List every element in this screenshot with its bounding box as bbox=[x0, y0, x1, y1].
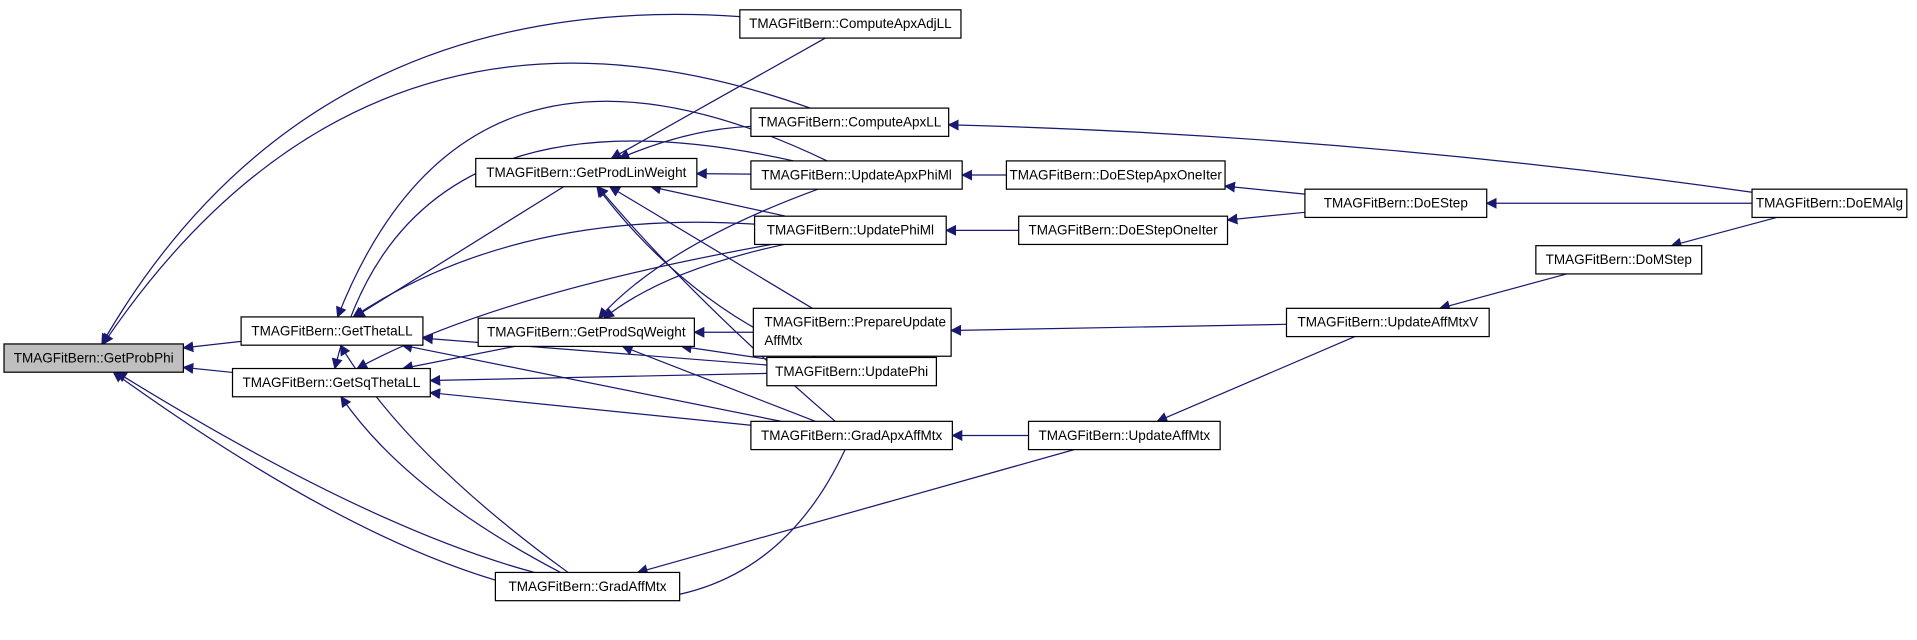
node-box bbox=[739, 9, 962, 39]
node-label: TMAGFitBern::ComputeApxLL bbox=[758, 115, 942, 130]
edge-update-apx-phi-ml-to-get-prod-sq-weight bbox=[598, 188, 819, 319]
node-box bbox=[494, 571, 681, 602]
node-box bbox=[231, 367, 431, 398]
edge-update-aff-mtx-v-to-prepare-update-aff-mtx bbox=[950, 323, 1287, 336]
node-box bbox=[750, 107, 950, 137]
node-box bbox=[1304, 188, 1488, 219]
edge-grad-apx-aff-mtx-to-get-prob-phi bbox=[112, 371, 846, 602]
node-box bbox=[1018, 215, 1229, 246]
edge-get-sq-theta-ll-to-get-prob-phi bbox=[182, 362, 233, 374]
node-do-emalg[interactable]: TMAGFitBern::DoEMAlg bbox=[1751, 188, 1908, 219]
node-label: TMAGFitBern::GetThetaLL bbox=[251, 323, 413, 338]
node-update-apx-phi-ml[interactable]: TMAGFitBern::UpdateApxPhiMl bbox=[750, 160, 963, 190]
node-label: AffMtx bbox=[764, 333, 802, 348]
node-label: TMAGFitBern::DoEMAlg bbox=[1756, 196, 1903, 211]
edge-compute-apx-ll-to-get-prod-lin-weight bbox=[618, 125, 751, 160]
node-label: TMAGFitBern::UpdateApxPhiMl bbox=[761, 167, 952, 182]
node-update-aff-mtx-v[interactable]: TMAGFitBern::UpdateAffMtxV bbox=[1285, 307, 1490, 338]
node-label: TMAGFitBern::DoEStepOneIter bbox=[1029, 223, 1219, 238]
node-label: TMAGFitBern::GetProdLinWeight bbox=[486, 165, 686, 180]
node-do-estep[interactable]: TMAGFitBern::DoEStep bbox=[1304, 188, 1488, 219]
node-box bbox=[1535, 245, 1703, 275]
edges bbox=[101, 13, 1777, 602]
node-get-prob-phi: TMAGFitBern::GetProbPhi bbox=[3, 343, 184, 373]
node-label: TMAGFitBern::PrepareUpdate bbox=[764, 315, 946, 330]
nodes: TMAGFitBern::GetProbPhi TMAGFitBern::GetT… bbox=[3, 9, 1908, 602]
edge-update-apx-phi-ml-to-get-theta-ll bbox=[336, 100, 828, 318]
edge-update-phi-ml-to-get-theta-ll bbox=[352, 221, 755, 318]
node-do-mstep[interactable]: TMAGFitBern::DoMStep bbox=[1535, 245, 1703, 275]
node-box bbox=[1285, 307, 1490, 338]
edge-get-prod-sq-weight-to-get-sq-theta-ll bbox=[401, 345, 515, 373]
node-get-theta-ll[interactable]: TMAGFitBern::GetThetaLL bbox=[240, 316, 424, 346]
node-update-phi-ml[interactable]: TMAGFitBern::UpdatePhiMl bbox=[753, 215, 947, 246]
node-compute-apx-adj-ll[interactable]: TMAGFitBern::ComputeApxAdjLL bbox=[739, 9, 962, 39]
edge-prepare-update-aff-mtx-to-get-prod-lin-weight bbox=[608, 186, 813, 309]
node-label: TMAGFitBern::GradApxAffMtx bbox=[761, 428, 943, 443]
node-get-prod-sq-weight[interactable]: TMAGFitBern::GetProdSqWeight bbox=[477, 317, 696, 348]
node-get-sq-theta-ll[interactable]: TMAGFitBern::GetSqThetaLL bbox=[231, 367, 431, 398]
edge-update-aff-mtx-v-to-update-aff-mtx bbox=[1156, 336, 1356, 423]
edge-grad-apx-aff-mtx-to-get-prod-lin-weight bbox=[597, 185, 836, 422]
node-box bbox=[1005, 160, 1226, 190]
edge-update-phi-to-get-prod-sq-weight bbox=[680, 342, 767, 360]
node-do-estep-one-iter[interactable]: TMAGFitBern::DoEStepOneIter bbox=[1018, 215, 1229, 246]
edge-grad-apx-aff-mtx-to-get-sq-theta-ll bbox=[429, 388, 751, 426]
node-box bbox=[3, 343, 184, 373]
edge-update-aff-mtx-to-grad-aff-mtx bbox=[636, 449, 1075, 576]
edge-do-estep-to-do-estep-one-iter bbox=[1226, 211, 1305, 225]
edge-compute-apx-adj-ll-to-get-prod-lin-weight bbox=[610, 37, 826, 160]
edge-do-emalg-to-compute-apx-ll bbox=[947, 119, 1753, 193]
edge-grad-aff-mtx-to-get-sq-theta-ll bbox=[340, 395, 561, 573]
node-label: TMAGFitBern::UpdatePhi bbox=[775, 364, 928, 379]
node-grad-aff-mtx[interactable]: TMAGFitBern::GradAffMtx bbox=[494, 571, 681, 602]
node-box bbox=[475, 157, 698, 188]
node-get-prod-lin-weight[interactable]: TMAGFitBern::GetProdLinWeight bbox=[475, 157, 698, 188]
edge-do-estep-to-do-estep-apx-one-iter bbox=[1223, 181, 1305, 195]
node-box bbox=[1751, 188, 1908, 219]
node-label: TMAGFitBern::ComputeApxAdjLL bbox=[749, 16, 952, 31]
node-box bbox=[750, 420, 953, 451]
edge-grad-aff-mtx-to-get-prob-phi bbox=[115, 371, 535, 574]
node-box bbox=[766, 356, 938, 387]
node-box bbox=[1027, 420, 1221, 451]
node-label: TMAGFitBern::UpdatePhiMl bbox=[767, 223, 934, 238]
edge-update-phi-ml-to-get-prod-sq-weight bbox=[603, 243, 785, 319]
node-label: TMAGFitBern::GradAffMtx bbox=[508, 579, 666, 594]
node-label: TMAGFitBern::UpdateAffMtxV bbox=[1298, 315, 1479, 330]
node-update-phi[interactable]: TMAGFitBern::UpdatePhi bbox=[766, 356, 938, 387]
node-compute-apx-ll[interactable]: TMAGFitBern::ComputeApxLL bbox=[750, 107, 950, 137]
edge-get-theta-ll-to-get-prob-phi bbox=[182, 340, 242, 353]
node-box bbox=[752, 307, 952, 357]
node-box bbox=[477, 317, 696, 348]
node-label: TMAGFitBern::GetSqThetaLL bbox=[242, 375, 420, 390]
edge-compute-apx-adj-ll-to-get-prob-phi bbox=[101, 13, 740, 345]
node-grad-apx-aff-mtx[interactable]: TMAGFitBern::GradApxAffMtx bbox=[750, 420, 953, 451]
node-box bbox=[753, 215, 947, 246]
node-box bbox=[750, 160, 963, 190]
node-update-aff-mtx[interactable]: TMAGFitBern::UpdateAffMtx bbox=[1027, 420, 1221, 451]
edge-grad-apx-aff-mtx-to-get-prod-sq-weight bbox=[621, 344, 816, 422]
node-label: TMAGFitBern::UpdateAffMtx bbox=[1039, 428, 1211, 443]
node-label: TMAGFitBern::DoEStepApxOneIter bbox=[1010, 167, 1223, 182]
node-box bbox=[240, 316, 424, 346]
edge-update-phi-ml-to-get-sq-theta-ll bbox=[356, 243, 772, 370]
edge-grad-apx-aff-mtx-to-get-theta-ll bbox=[401, 341, 782, 422]
edge-compute-apx-ll-to-get-prob-phi bbox=[102, 62, 811, 345]
edge-update-phi-ml-to-get-prod-lin-weight bbox=[649, 183, 786, 217]
node-label: TMAGFitBern::DoMStep bbox=[1546, 252, 1692, 267]
node-label: TMAGFitBern::GetProdSqWeight bbox=[487, 325, 686, 340]
edge-do-mstep-to-update-aff-mtx-v bbox=[1438, 273, 1567, 312]
node-do-estep-apx-one-iter[interactable]: TMAGFitBern::DoEStepApxOneIter bbox=[1005, 160, 1226, 190]
node-label: TMAGFitBern::GetProbPhi bbox=[14, 350, 174, 365]
edge-do-emalg-to-do-mstep bbox=[1670, 216, 1777, 249]
node-label: TMAGFitBern::DoEStep bbox=[1324, 196, 1468, 211]
edge-update-phi-to-get-sq-theta-ll bbox=[429, 372, 767, 386]
